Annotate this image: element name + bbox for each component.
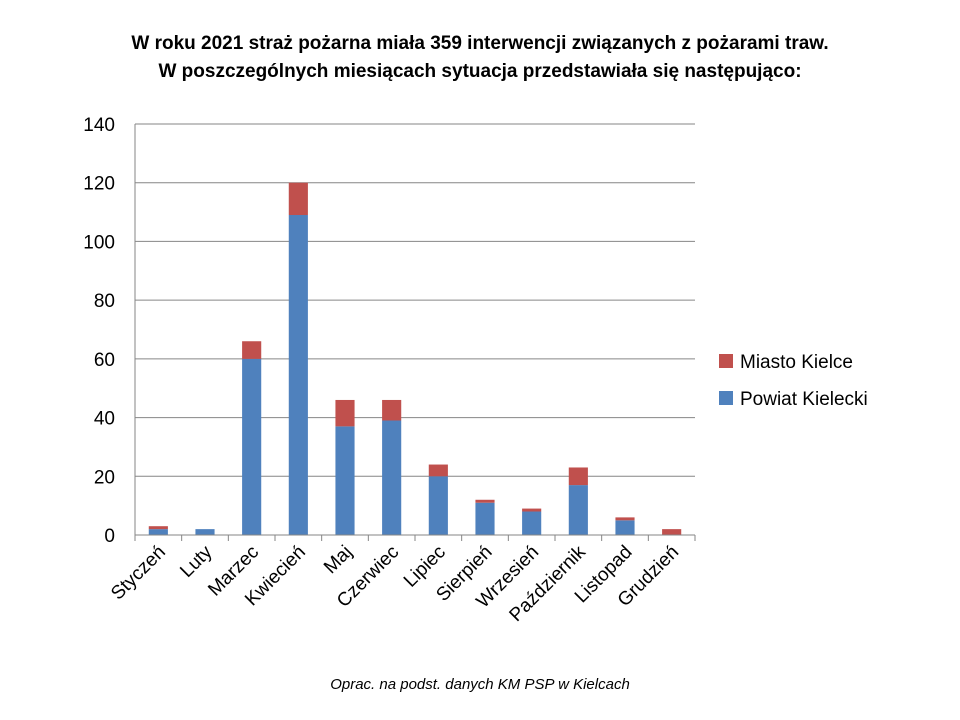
bar-segment <box>195 529 215 535</box>
source-note: Oprac. na podst. danych KM PSP w Kielcac… <box>330 676 630 693</box>
bar-segment <box>288 182 308 216</box>
legend-label: Powiat Kielecki <box>740 389 868 410</box>
bar-segment <box>148 529 168 535</box>
bar-segment <box>475 499 495 503</box>
y-tick-label: 40 <box>94 409 115 430</box>
bar-segment <box>475 502 495 535</box>
axes <box>134 124 696 541</box>
bar-segment <box>522 511 542 535</box>
y-tick-label: 120 <box>83 174 115 195</box>
y-tick-label: 60 <box>94 350 115 371</box>
x-tick-label: Maj <box>320 542 357 579</box>
bar-segment <box>522 508 542 512</box>
legend-label: Miasto Kielce <box>740 352 853 373</box>
bar-segment <box>615 517 635 521</box>
bar-segment <box>568 467 588 486</box>
bar-segment <box>428 464 448 477</box>
bar-segment <box>382 399 402 421</box>
bar-segment <box>335 426 355 535</box>
bar-segment <box>148 526 168 530</box>
y-tick-labels: 0 20 40 60 80 100 120 140 <box>83 115 115 547</box>
legend: Miasto Kielce Powiat Kielecki <box>719 352 868 410</box>
x-tick-label: Styczeń <box>107 542 170 605</box>
bar-segment <box>428 476 448 535</box>
y-tick-label: 140 <box>83 115 115 136</box>
y-tick-label: 20 <box>94 467 115 488</box>
chart-title-line1: W roku 2021 straż pożarna miała 359 inte… <box>131 33 829 54</box>
bar-segment <box>568 485 588 535</box>
bar-segment <box>288 215 308 535</box>
bar-segment <box>382 420 402 535</box>
bar-segment <box>615 520 635 535</box>
bar-segment <box>662 529 682 535</box>
bar-segment <box>242 341 262 359</box>
chart-title: W roku 2021 straż pożarna miała 359 inte… <box>0 30 960 86</box>
chart-title-line2: W poszczególnych miesiącach sytuacja prz… <box>158 61 802 82</box>
legend-swatch <box>719 391 733 405</box>
x-tick-label: Luty <box>176 541 217 582</box>
bar-segment <box>242 358 262 535</box>
bars <box>148 182 682 535</box>
bar-segment <box>335 399 355 427</box>
legend-swatch <box>719 354 733 368</box>
y-tick-label: 100 <box>83 232 115 253</box>
gridlines <box>135 123 695 477</box>
y-tick-label: 0 <box>104 526 115 547</box>
y-tick-label: 80 <box>94 291 115 312</box>
